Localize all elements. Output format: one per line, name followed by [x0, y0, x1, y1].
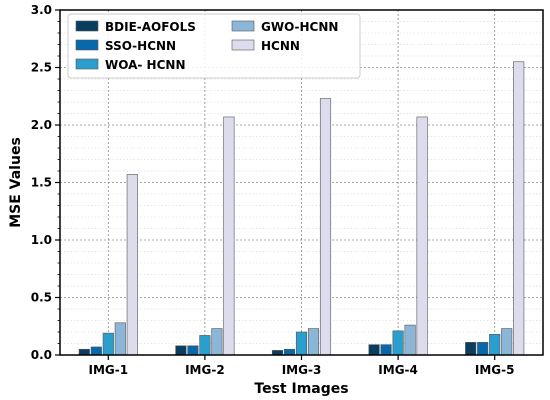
x-axis-ticks: IMG-1 IMG-2 IMG-3 IMG-4 IMG-5: [89, 355, 515, 377]
bar-sso-hcnn-img-4: [380, 344, 392, 356]
bar-woa-hcnn-img-4: [392, 330, 404, 356]
legend: BDIE-AOFOLS SSO-HCNN WOA- HCNN GWO-HCNN HCNN: [67, 13, 361, 79]
legend-label: BDIE-AOFOLS: [105, 20, 196, 34]
legend-label: HCNN: [261, 39, 300, 53]
bar-hcnn-img-5: [513, 61, 525, 356]
legend-box: [67, 13, 361, 79]
bar-bdie-aofols-img-1: [78, 348, 90, 356]
x-tick-label: IMG-3: [282, 363, 322, 377]
x-tick-label: IMG-1: [89, 363, 129, 377]
bar-hcnn-img-1: [126, 174, 138, 356]
legend-label: SSO-HCNN: [105, 39, 176, 53]
bar-hcnn-img-2: [223, 116, 235, 356]
bar-sso-hcnn-img-1: [90, 346, 102, 356]
y-tick-label: 3.0: [31, 3, 52, 17]
bars: [78, 61, 525, 356]
legend-swatch: [75, 20, 99, 32]
y-tick-label: 1.5: [31, 176, 52, 190]
y-tick-label: 1.0: [31, 233, 52, 247]
bar-woa-hcnn-img-3: [295, 331, 308, 356]
y-axis-ticks: 0.0 0.5 1.0 1.5 2.0 2.5 3.0: [31, 3, 60, 362]
bar-bdie-aofols-img-2: [175, 345, 187, 356]
y-tick-label: 2.0: [31, 118, 52, 132]
bar-sso-hcnn-img-3: [283, 348, 296, 356]
bar-hcnn-img-4: [416, 116, 428, 356]
x-tick-label: IMG-5: [475, 363, 515, 377]
y-tick-label: 0.5: [31, 291, 52, 305]
y-tick-label: 0.0: [31, 348, 52, 362]
bar-hcnn-img-3: [319, 98, 332, 356]
bar-bdie-aofols-img-4: [368, 344, 380, 356]
x-tick-label: IMG-2: [185, 363, 225, 377]
bar-sso-hcnn-img-5: [477, 342, 489, 356]
bar-bdie-aofols-img-5: [465, 342, 477, 356]
legend-label: GWO-HCNN: [261, 20, 338, 34]
legend-label: WOA- HCNN: [105, 58, 186, 72]
y-axis-title: MSE Values: [8, 137, 24, 228]
bar-woa-hcnn-img-2: [199, 335, 211, 356]
legend-swatch: [231, 20, 255, 32]
bar-gwo-hcnn-img-1: [114, 322, 126, 356]
legend-swatch: [231, 39, 255, 51]
bar-gwo-hcnn-img-4: [404, 324, 416, 356]
x-tick-label: IMG-4: [378, 363, 418, 377]
bar-woa-hcnn-img-5: [489, 333, 501, 356]
x-axis-title: Test Images: [254, 381, 348, 397]
bar-gwo-hcnn-img-5: [501, 328, 513, 356]
y-tick-label: 2.5: [31, 61, 52, 75]
bar-gwo-hcnn-img-3: [307, 328, 320, 356]
legend-swatch: [75, 39, 99, 51]
bar-sso-hcnn-img-2: [187, 345, 199, 356]
legend-swatch: [75, 58, 99, 70]
bar-gwo-hcnn-img-2: [211, 328, 223, 356]
bar-woa-hcnn-img-1: [102, 332, 114, 356]
